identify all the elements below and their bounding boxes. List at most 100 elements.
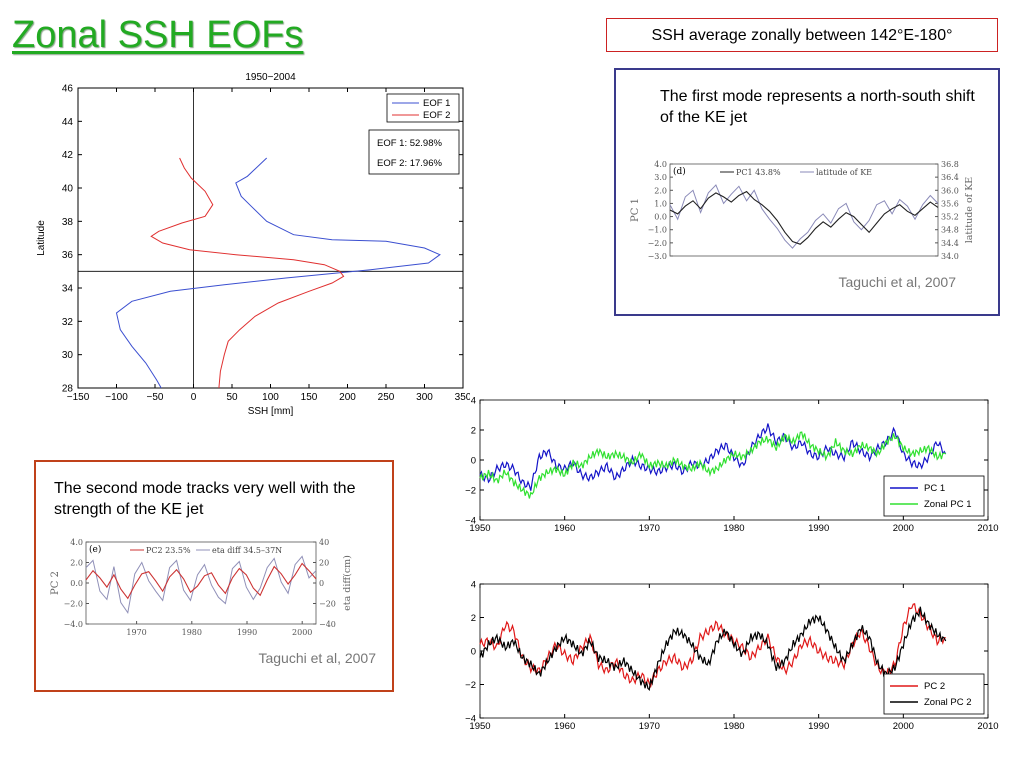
eof-variance-box [368,129,460,175]
y-tick-label: 34 [62,284,74,295]
x-tick-label: 1970 [126,628,146,637]
y-tick-label: −4 [465,714,476,725]
second-mode-card: The second mode tracks very well with th… [34,460,394,692]
x-tick-label: 1990 [808,523,829,534]
y-tick-label: 0.0 [654,213,667,222]
first-mode-card: The first mode represents a north-south … [614,68,1000,316]
y-tick-label: 3.0 [654,173,667,182]
y-tick-label: 42 [62,150,74,161]
y-tick-label: 32 [62,317,74,328]
x-tick-label: 1980 [723,721,744,732]
legend-box [883,475,985,517]
second-mode-text: The second mode tracks very well with th… [54,480,356,518]
eof-legend-box [386,93,460,123]
y2-tick-label: −20 [319,600,336,609]
slide-title: Zonal SSH EOFs [12,14,304,56]
ssh-average-note: SSH average zonally between 142°E-180° [606,18,998,52]
y-tick-label: −2 [465,680,476,691]
y-tick-label: 38 [62,217,74,228]
y-tick-label: 30 [62,350,74,361]
panel-frame [669,163,939,257]
panel-label: (d) [673,166,686,177]
panel-y-label: PC 2 [50,571,61,595]
eof-chart-title: 1950−2004 [245,72,296,83]
x-tick-label: 1980 [182,628,202,637]
y2-tick-label: 36.8 [941,160,959,169]
x-tick-label: 1970 [639,523,660,534]
legend-entry: PC 2 [924,681,945,692]
y-tick-label: −4.0 [64,620,83,629]
y2-tick-label: 20 [319,559,329,568]
series-1-line [479,603,946,689]
y-tick-label: −2.0 [64,600,83,609]
legend-entry: PC1 43.8% [736,168,781,177]
y-tick-label: 4 [471,396,476,407]
legend-box [883,673,985,715]
y-tick-label: 0 [471,456,476,467]
y-tick-label: 2.0 [70,559,83,568]
x-tick-label: 2010 [977,523,998,534]
legend-entry: PC 1 [924,483,945,494]
y-tick-label: 0.0 [70,579,83,588]
y-tick-label: −4 [465,516,476,527]
x-tick-label: 300 [416,392,433,403]
y-tick-label: 0 [471,647,476,658]
y-tick-label: 2 [471,426,476,437]
y-tick-label: 36 [62,250,74,261]
eof-variance-text: EOF 2: 17.96% [377,158,443,169]
y-tick-label: −2.0 [648,239,667,248]
y-tick-label: −1.0 [648,226,667,235]
eof-profile-chart: 1950−2004 −150 −100 −50 0 50 100 150 200 250 300 35… [36,72,470,417]
taguchi-pc1-figure: 4.0 3.0 2.0 1.0 0.0 −1.0 −2.0 −3.0 36.8 36.4 36.0 3… [630,160,975,261]
y2-tick-label: 36.0 [941,186,959,195]
x-tick-label: 2010 [977,721,998,732]
x-tick-label: −100 [105,392,128,403]
panel-label: (e) [89,544,101,555]
panel-series-2-line [669,184,939,249]
pc1-timeseries-chart: 1950 1960 1970 1980 1990 2000 2010 −4 −2 0 2 4 PC 1 Z… [465,396,998,535]
x-tick-label: 100 [262,392,279,403]
x-tick-label: 2000 [292,628,312,637]
y2-tick-label: 35.2 [941,213,959,222]
panel-series-2-line [85,555,317,614]
pc2-timeseries-chart: 1950 1960 1970 1980 1990 2000 2010 −4 −2 0 2 4 PC 2 Z… [465,580,998,733]
y-tick-label: 4.0 [70,538,83,547]
y2-tick-label: 0 [319,579,324,588]
x-tick-label: 50 [226,392,238,403]
y-tick-label: 2.0 [654,186,667,195]
first-mode-text: The first mode represents a north-south … [660,88,975,126]
x-tick-label: 1950 [469,523,490,534]
eof-2-line [150,157,345,389]
series-2-line [479,431,947,499]
x-tick-label: 2000 [893,721,914,732]
eof-variance-text: EOF 1: 52.98% [377,138,443,149]
y-tick-label: 40 [62,184,74,195]
x-tick-label: 200 [339,392,356,403]
x-tick-label: 250 [378,392,395,403]
series-2-line [479,606,947,691]
x-tick-label: −150 [67,392,90,403]
y-tick-label: −3.0 [648,252,667,261]
y2-tick-label: −40 [319,620,336,629]
x-tick-label: 1960 [554,523,575,534]
y-tick-label: 44 [62,117,74,128]
taguchi-pc2-figure: 4.0 2.0 0.0 −2.0 −4.0 40 20 0 −20 −40 1970 1980 1990… [50,538,353,637]
y2-tick-label: 34.0 [941,252,959,261]
x-tick-label: 0 [191,392,197,403]
legend-entry: EOF 2 [423,110,450,121]
panel-y2-label: eta diff(cm) [342,555,353,611]
second-mode-citation: Taguchi et al, 2007 [258,650,376,666]
y-tick-label: 4.0 [654,160,667,169]
legend-entry: PC2 23.5% [146,546,191,555]
panel-series-1-line [85,562,317,600]
x-tick-label: 1950 [469,721,490,732]
y2-tick-label: 35.6 [941,199,959,208]
x-tick-label: 150 [301,392,318,403]
panel-y-label: PC 1 [630,198,641,222]
x-tick-label: 1990 [237,628,257,637]
legend-entry: eta diff 34.5–37N [212,546,282,555]
y-tick-label: 4 [471,580,476,591]
y-tick-label: −2 [465,486,476,497]
x-tick-label: 1990 [808,721,829,732]
y-tick-label: 46 [62,84,74,95]
